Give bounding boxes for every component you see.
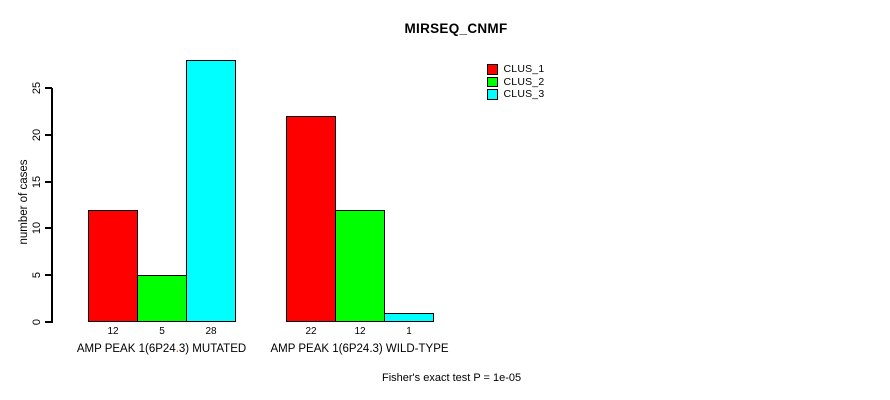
bar-clus_1-group2 [286, 116, 336, 322]
y-axis-tick-label: 25 [31, 81, 43, 95]
y-axis-tick-label: 20 [31, 128, 43, 142]
legend-label-clus_2: CLUS_2 [503, 75, 545, 88]
legend-row-clus_3: CLUS_3 [487, 88, 545, 101]
y-axis-tick [45, 227, 52, 229]
bar-clus_1-group1 [88, 210, 138, 322]
bar-clus_2-group2 [335, 210, 385, 322]
bar-clus_3-group1 [186, 60, 236, 322]
bar-clus_2-group1 [137, 275, 187, 322]
chart-title: MIRSEQ_CNMF [404, 21, 508, 36]
legend-swatch-clus_3 [487, 89, 498, 100]
y-axis-tick [45, 321, 52, 323]
legend-label-clus_3: CLUS_3 [503, 88, 545, 101]
y-axis-line [51, 88, 53, 323]
legend: CLUS_1 CLUS_2 CLUS_3 [487, 63, 545, 102]
bar-clus_3-group2 [384, 313, 434, 322]
bar-value-label: 12 [107, 326, 119, 337]
legend-label-clus_1: CLUS_1 [503, 63, 545, 76]
legend-swatch-clus_1 [487, 64, 498, 75]
fisher-test-annotation: Fisher's exact test P = 1e-05 [382, 372, 522, 384]
y-axis-tick-label: 0 [31, 318, 43, 326]
x-category-label-mutated-pre: AMP PEAK 1(6P24 [76, 343, 176, 355]
bar-value-label: 1 [406, 326, 412, 337]
y-axis-tick [45, 181, 52, 183]
bar-value-label: 28 [205, 326, 217, 337]
bar-value-label: 5 [159, 326, 165, 337]
bar-value-label: 22 [305, 326, 317, 337]
legend-swatch-clus_2 [487, 76, 498, 87]
y-axis-label: number of cases [18, 159, 30, 245]
x-category-label-wildtype: AMP PEAK 1(6P24.3) WILD-TYPE [270, 343, 449, 355]
y-axis-tick [45, 87, 52, 89]
y-axis-tick [45, 274, 52, 276]
bar-value-label: 12 [354, 326, 366, 337]
y-axis-tick [45, 134, 52, 136]
y-axis-tick-label: 10 [31, 221, 43, 235]
legend-row-clus_1: CLUS_1 [487, 63, 545, 76]
x-category-label-mutated: AMP PEAK 1(6P24.3) MUTATED [77, 343, 246, 355]
legend-row-clus_2: CLUS_2 [487, 75, 545, 88]
y-axis-tick-label: 5 [31, 271, 43, 279]
y-axis-tick-label: 15 [31, 175, 43, 189]
x-category-label-mutated-post: 3) MUTATED [178, 343, 247, 355]
x-category-label-mutated-dot: . [175, 343, 179, 355]
